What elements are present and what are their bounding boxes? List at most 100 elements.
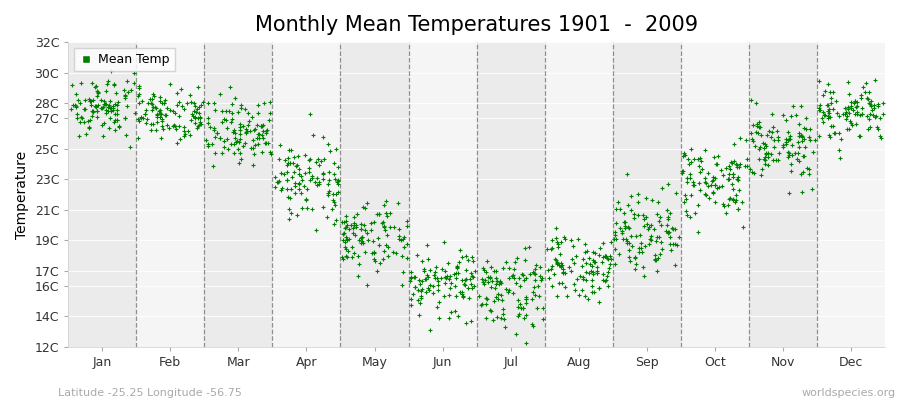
Point [150,112,165,118]
Point [95,133,110,139]
Point [408,284,422,291]
Point [848,110,862,117]
Point [146,120,160,127]
Point [650,267,664,274]
Point [758,141,772,147]
Point [728,198,742,205]
Point [340,248,355,254]
Bar [340,42,409,347]
Point [338,239,352,245]
Point [85,80,99,86]
Point [459,267,473,273]
Point [133,114,148,120]
Point [347,219,362,226]
Point [631,191,645,198]
Point [421,274,436,280]
Point [853,92,868,99]
Bar [817,42,885,347]
Point [707,199,722,205]
Point [783,136,797,142]
Point [226,129,240,136]
Point [438,274,453,280]
Point [252,131,266,137]
Point [549,260,563,266]
Point [322,177,337,183]
Point [224,118,238,125]
Point [167,110,182,116]
Point [765,129,779,135]
Point [726,186,741,192]
Point [147,104,161,110]
Point [864,107,878,114]
Point [481,274,495,280]
Point [578,240,592,247]
Point [651,254,665,261]
Point [867,105,881,112]
Point [71,97,86,104]
Point [438,275,453,281]
Point [300,205,314,211]
Point [392,233,406,239]
Point [170,140,184,146]
Point [822,132,836,138]
Point [588,259,602,265]
Point [579,292,593,299]
Point [526,289,540,296]
Point [172,99,186,105]
Point [621,202,635,208]
Point [201,120,215,126]
Point [148,104,163,111]
Point [354,226,368,232]
Point [588,250,602,256]
Point [566,281,580,287]
Point [858,89,872,96]
Legend: Mean Temp: Mean Temp [75,48,175,71]
Point [771,150,786,156]
Point [816,119,831,125]
Point [769,157,783,163]
Point [132,83,147,90]
Point [873,114,887,121]
Point [791,144,806,150]
Point [812,133,826,140]
Point [427,272,441,278]
Point [753,171,768,178]
Point [782,152,796,158]
Point [492,279,507,285]
Point [843,99,858,105]
Point [569,253,583,260]
Point [690,202,705,209]
Point [110,106,124,113]
Point [661,230,675,236]
Point [403,275,418,281]
Point [740,163,754,170]
Point [263,99,277,106]
Point [108,126,122,133]
Point [729,196,743,203]
Point [370,268,384,274]
Point [590,270,604,276]
Point [207,100,221,106]
Point [106,107,121,113]
Point [246,162,260,168]
Point [509,331,524,338]
Bar [544,42,613,347]
Point [292,180,307,186]
Point [712,184,726,190]
Point [232,160,247,166]
Point [554,238,568,245]
Point [348,232,363,238]
Point [726,196,741,203]
Point [74,113,88,120]
Point [241,122,256,128]
Point [573,272,588,279]
Point [864,98,878,104]
Point [646,226,661,232]
Point [187,114,202,120]
Point [441,260,455,266]
Point [481,278,495,285]
Point [803,137,817,143]
Point [139,120,153,127]
Point [861,115,876,122]
Point [280,169,294,175]
